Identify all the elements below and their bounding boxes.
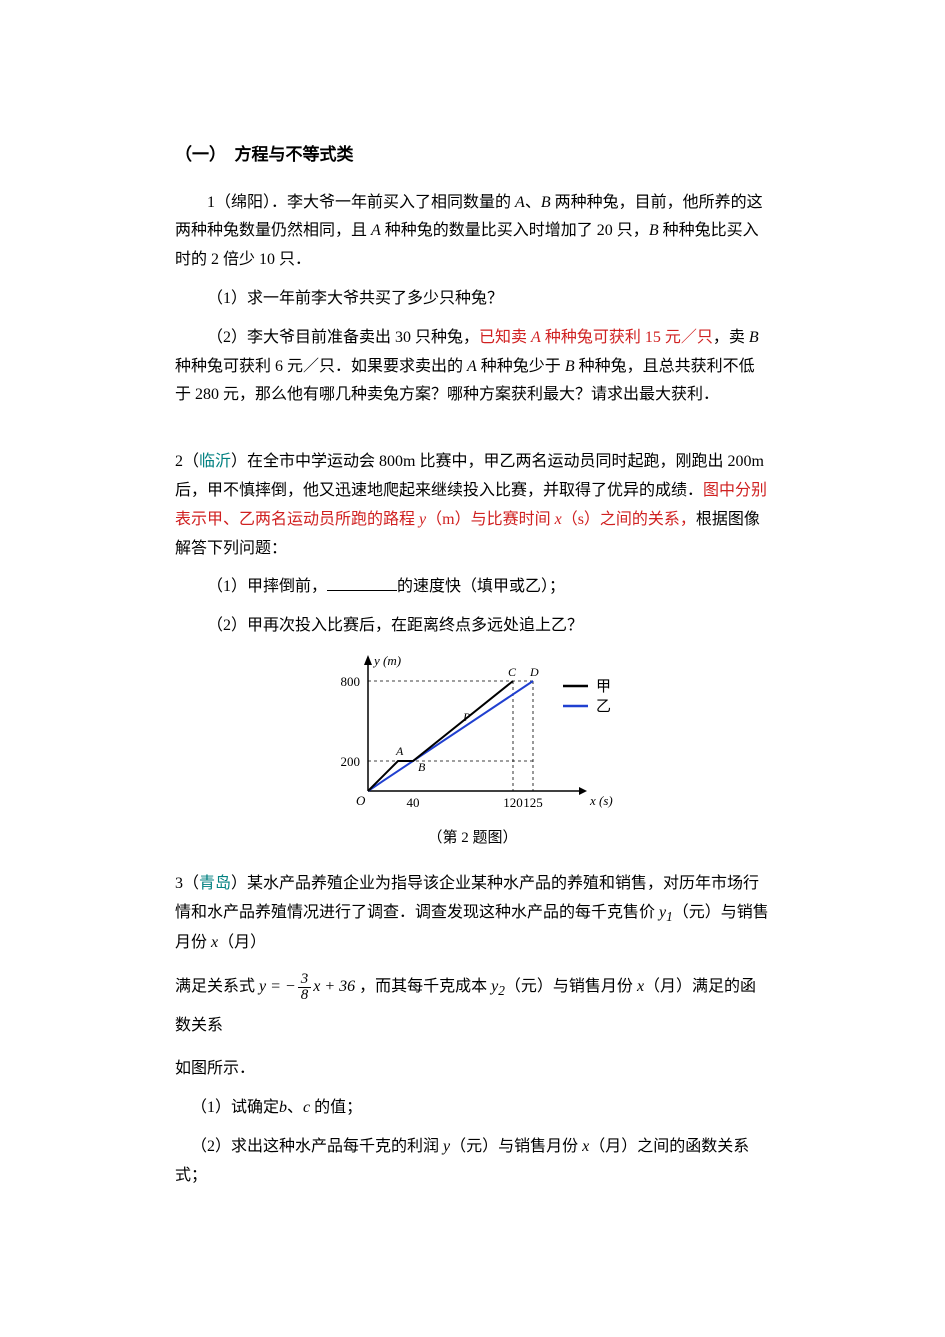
q3-body2: 满足关系式 y = −38x + 36 ，而其每千克成本 y2（元）与销售月份 … [175, 968, 770, 1046]
q3-label-a: 3（ [175, 875, 199, 892]
svg-text:A: A [395, 744, 404, 758]
t: 种种兔少于 [477, 358, 565, 375]
svg-text:B: B [418, 760, 426, 774]
t: B [541, 194, 551, 211]
svg-text:800: 800 [340, 674, 360, 689]
t: A [371, 222, 381, 239]
svg-text:C: C [508, 665, 517, 679]
q1-sub1: （1）求一年前李大爷共买了多少只种兔？ [175, 285, 770, 314]
t: （月） [218, 934, 266, 951]
q2-label-city: 临沂 [199, 453, 231, 470]
t: A [515, 194, 525, 211]
svg-text:y (m): y (m) [372, 653, 401, 668]
q3-label-c: ） [231, 875, 247, 892]
t: b [279, 1099, 287, 1116]
svg-text:125: 125 [523, 795, 543, 810]
svg-text:40: 40 [406, 795, 419, 810]
q3-body3: 如图所示． [175, 1055, 770, 1084]
t: （1）试确定 [191, 1099, 279, 1116]
svg-text:乙: 乙 [596, 699, 611, 715]
t: B [649, 222, 659, 239]
t: 李大爷一年前买入了相同数量的 [287, 194, 515, 211]
t: x [637, 978, 644, 995]
t: A [467, 358, 477, 375]
q3-body: 3（青岛）某水产品养殖企业为指导该企业某种水产品的养殖和销售，对历年市场行情和水… [175, 870, 770, 958]
t: y2 [491, 978, 505, 995]
blank-fill[interactable] [327, 575, 397, 591]
t: 种种兔的数量比买入时增加了 20 只， [381, 222, 649, 239]
svg-text:O: O [356, 793, 366, 808]
svg-text:甲: 甲 [596, 679, 611, 695]
t: 的值； [310, 1099, 362, 1116]
svg-text:120: 120 [503, 795, 523, 810]
q1-body: 1（绵阳）．李大爷一年前买入了相同数量的 A、B 两种种兔，目前，他所养的这两种… [175, 189, 770, 275]
t: （元）与销售月份 [450, 1138, 582, 1155]
svg-text:x (s): x (s) [589, 793, 613, 808]
t: B [749, 329, 759, 346]
q1-label: 1（绵阳）． [207, 194, 287, 211]
t: 种种兔可获利 6 元／只．如果要求卖出的 [175, 358, 467, 375]
t: ，而其每千克成本 [359, 978, 491, 995]
q3-sub1: （1）试确定b、c 的值； [175, 1094, 770, 1123]
t: y1 [659, 904, 673, 921]
t: （2）求出这种水产品每千克的利润 [191, 1138, 443, 1155]
t: （1）甲摔倒前， [207, 578, 327, 595]
q2-chart-svg: 200 800 40 120125 Oy (m) x (s) AB P CD 甲乙 [318, 651, 628, 821]
q2-body: 2（临沂）在全市中学运动会 800m 比赛中，甲乙两名运动员同时起跑，刚跑出 2… [175, 448, 770, 563]
q2-label-a: 2（ [175, 453, 199, 470]
t: B [565, 358, 575, 375]
q3-label-city: 青岛 [199, 875, 231, 892]
t: 在全市中学运动会 800m 比赛中，甲乙两名运动员同时起跑，刚跑出 200m 后… [175, 453, 764, 499]
q2-caption: （第 2 题图） [175, 825, 770, 852]
t: 满足关系式 [175, 978, 255, 995]
t: （2）李大爷目前准备卖出 30 只种兔， [207, 329, 479, 346]
q2-label-c: ） [231, 453, 247, 470]
q3-sub2: （2）求出这种水产品每千克的利润 y（元）与销售月份 x（月）之间的函数关系式； [175, 1133, 770, 1191]
q1-sub2: （2）李大爷目前准备卖出 30 只种兔，已知卖 A 种种兔可获利 15 元／只，… [175, 324, 770, 410]
t: 的速度快（填甲或乙）； [397, 578, 565, 595]
svg-text:200: 200 [340, 754, 360, 769]
t: 、 [287, 1099, 303, 1116]
eq: y = −38x + 36 [259, 978, 359, 995]
q2-sub2: （2）甲再次投入比赛后，在距离终点多远处追上乙？ [175, 612, 770, 641]
svg-text:P: P [462, 710, 471, 724]
t: 、 [525, 194, 541, 211]
q2-sub1: （1）甲摔倒前， 的速度快（填甲或乙）； [175, 573, 770, 602]
section-title: （一） 方程与不等式类 [175, 140, 770, 171]
t: ，卖 [713, 329, 749, 346]
svg-text:D: D [529, 665, 539, 679]
t-red: 已知卖 A 种种兔可获利 15 元／只 [479, 329, 713, 346]
q2-chart: 200 800 40 120125 Oy (m) x (s) AB P CD 甲乙 [175, 651, 770, 821]
t: （元）与销售月份 [505, 978, 637, 995]
